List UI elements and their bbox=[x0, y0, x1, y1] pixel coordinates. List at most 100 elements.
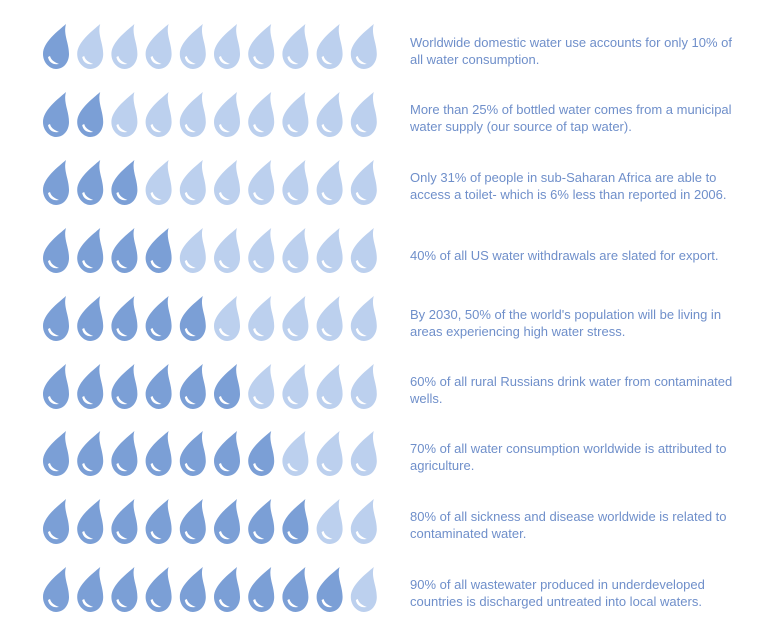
water-drop-shape bbox=[179, 159, 206, 205]
water-drop-shape bbox=[350, 295, 377, 341]
water-drop-highlight bbox=[150, 395, 162, 404]
water-drop-highlight bbox=[253, 259, 265, 268]
water-drop-shape bbox=[214, 24, 240, 69]
water-drop-highlight bbox=[219, 463, 230, 472]
water-drop-shape bbox=[77, 499, 104, 545]
water-drop-highlight bbox=[116, 259, 128, 268]
water-drop-highlight bbox=[150, 531, 162, 540]
water-drop-highlight bbox=[48, 463, 59, 472]
drop-row bbox=[40, 417, 385, 485]
water-drop-icon-empty bbox=[214, 227, 240, 273]
water-drop-icon-empty bbox=[248, 24, 275, 69]
water-drop-shape bbox=[145, 24, 172, 69]
water-drop-shape bbox=[316, 431, 343, 477]
water-drop-shape bbox=[111, 159, 138, 205]
water-drop-highlight bbox=[321, 327, 333, 336]
water-drop-icon-filled bbox=[145, 363, 172, 409]
water-drop-icon-filled bbox=[145, 295, 172, 341]
water-drop-highlight bbox=[116, 531, 128, 540]
water-drop-highlight bbox=[355, 463, 367, 472]
water-drop-icon-empty bbox=[248, 363, 275, 409]
water-drop-shape bbox=[248, 431, 275, 477]
water-drop-shape bbox=[111, 363, 138, 409]
water-drop-shape bbox=[43, 159, 69, 205]
water-drop-shape bbox=[214, 159, 240, 205]
water-drop-icon-filled bbox=[248, 431, 275, 477]
water-drop-highlight bbox=[82, 123, 94, 133]
water-drop-icon-filled bbox=[316, 567, 343, 613]
water-drop-icon-empty bbox=[248, 227, 275, 273]
water-drop-icon-filled bbox=[43, 363, 69, 409]
water-drop-shape bbox=[145, 431, 172, 477]
water-drop-shape bbox=[248, 227, 275, 273]
water-drop-shape bbox=[282, 363, 309, 409]
water-drop-shape bbox=[179, 295, 206, 341]
water-drop-shape bbox=[43, 363, 69, 409]
water-drop-icon-filled bbox=[43, 227, 69, 273]
water-drop-highlight bbox=[82, 599, 94, 608]
drop-row-svg bbox=[43, 431, 377, 477]
water-drop-shape bbox=[316, 159, 343, 205]
drop-row bbox=[40, 350, 385, 418]
water-drop-shape bbox=[282, 499, 309, 545]
water-drop-icon-empty bbox=[350, 499, 377, 545]
water-drop-highlight bbox=[48, 599, 59, 608]
drop-row-svg bbox=[43, 24, 377, 69]
water-drop-icon-filled bbox=[145, 227, 172, 273]
water-drop-shape bbox=[145, 159, 172, 205]
water-drop-highlight bbox=[150, 327, 162, 336]
water-drop-icon-empty bbox=[111, 91, 138, 137]
fact-text: Worldwide domestic water use accounts fo… bbox=[410, 35, 733, 67]
fact-text: More than 25% of bottled water comes fro… bbox=[410, 101, 732, 134]
water-drop-highlight bbox=[116, 123, 128, 133]
water-drop-shape bbox=[179, 227, 206, 273]
fact-row: 70% of all water consumption worldwide i… bbox=[0, 417, 777, 485]
fact-text: By 2030, 50% of the world's population w… bbox=[410, 306, 722, 339]
water-drop-highlight bbox=[355, 259, 367, 268]
water-drop-highlight bbox=[48, 123, 59, 133]
water-drop-shape bbox=[282, 567, 309, 613]
water-drop-shape bbox=[282, 295, 309, 341]
water-drop-shape bbox=[248, 499, 275, 545]
water-drop-shape bbox=[145, 499, 172, 545]
water-drop-shape bbox=[350, 227, 377, 273]
water-drop-highlight bbox=[82, 191, 94, 201]
water-drop-icon-filled bbox=[111, 431, 138, 477]
water-drop-shape bbox=[282, 431, 309, 477]
water-drop-shape bbox=[77, 567, 104, 613]
water-drop-highlight bbox=[253, 123, 265, 133]
water-drop-highlight bbox=[184, 327, 196, 336]
water-drop-highlight bbox=[48, 395, 59, 404]
water-drop-highlight bbox=[150, 56, 162, 65]
water-drop-highlight bbox=[287, 395, 299, 404]
water-drop-shape bbox=[282, 91, 309, 137]
water-drop-highlight bbox=[321, 395, 333, 404]
water-drop-highlight bbox=[321, 56, 333, 65]
water-drop-highlight bbox=[48, 531, 59, 540]
water-drop-icon-filled bbox=[43, 159, 69, 205]
water-drop-icon-empty bbox=[316, 227, 343, 273]
water-drop-highlight bbox=[253, 599, 265, 608]
water-drop-icon-filled bbox=[111, 295, 138, 341]
water-drop-icon-empty bbox=[350, 295, 377, 341]
water-drop-shape bbox=[316, 499, 343, 545]
water-drop-shape bbox=[214, 227, 240, 273]
water-drop-shape bbox=[145, 295, 172, 341]
water-drop-highlight bbox=[184, 599, 196, 608]
water-drop-icon-empty bbox=[214, 24, 240, 69]
water-drop-icon-filled bbox=[43, 295, 69, 341]
drop-row bbox=[40, 214, 385, 282]
water-drop-icon-filled bbox=[77, 363, 104, 409]
water-drop-highlight bbox=[150, 599, 162, 608]
water-drop-icon-filled bbox=[111, 227, 138, 273]
water-drop-icon-filled bbox=[77, 227, 104, 273]
drop-row bbox=[40, 10, 385, 78]
drop-row-svg bbox=[43, 567, 377, 613]
water-drop-icon-empty bbox=[248, 295, 275, 341]
water-drop-icon-filled bbox=[77, 567, 104, 613]
drop-row bbox=[40, 146, 385, 214]
water-drop-icon-empty bbox=[350, 24, 377, 69]
water-drop-icon-filled bbox=[77, 499, 104, 545]
water-drop-highlight bbox=[321, 123, 333, 133]
